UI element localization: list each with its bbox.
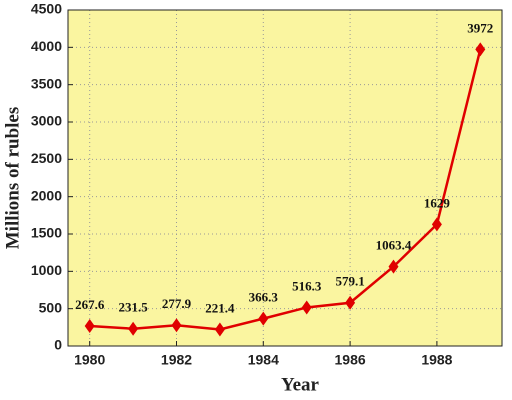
- y-tick-label: 4000: [31, 38, 62, 54]
- data-label: 277.9: [162, 296, 192, 311]
- plot-frame: [67, 9, 503, 347]
- data-label: 1063.4: [376, 238, 412, 253]
- y-tick-label: 1500: [31, 225, 62, 241]
- data-point: [171, 318, 182, 333]
- data-label: 579.1: [335, 274, 364, 289]
- data-point: [345, 295, 356, 310]
- x-tick-label: 1982: [161, 352, 192, 368]
- data-line: [89, 49, 482, 331]
- y-tick-label: 2000: [31, 187, 62, 203]
- data-label: 267.6: [75, 297, 105, 312]
- x-tick-label: 1984: [248, 352, 279, 368]
- data-point: [475, 42, 486, 57]
- data-point: [431, 217, 442, 232]
- data-point: [388, 259, 399, 274]
- y-tick-label: 3000: [31, 113, 62, 129]
- plot-area: [68, 10, 502, 346]
- y-tick-label: 2500: [31, 150, 62, 166]
- data-point: [214, 322, 225, 337]
- y-tick-label: 1000: [31, 262, 62, 278]
- data-point: [84, 319, 95, 334]
- data-point: [128, 321, 139, 336]
- data-label: 3972: [467, 20, 493, 35]
- x-tick-label: 1986: [335, 352, 366, 368]
- data-point: [301, 300, 312, 315]
- y-tick-label: 500: [39, 299, 63, 315]
- x-tick-label: 1988: [421, 352, 452, 368]
- x-tick-label: 1980: [74, 352, 105, 368]
- data-label: 366.3: [249, 290, 279, 305]
- y-axis-label: Millions of rubles: [2, 107, 23, 250]
- data-label: 516.3: [292, 278, 322, 293]
- data-label: 231.5: [118, 300, 148, 315]
- data-point: [258, 311, 269, 326]
- y-tick-label: 0: [54, 337, 62, 353]
- data-label: 1629: [424, 195, 451, 210]
- data-label: 221.4: [205, 300, 235, 315]
- y-tick-label: 3500: [31, 75, 62, 91]
- x-axis-label: Year: [281, 374, 320, 395]
- y-tick-label: 4500: [31, 1, 62, 17]
